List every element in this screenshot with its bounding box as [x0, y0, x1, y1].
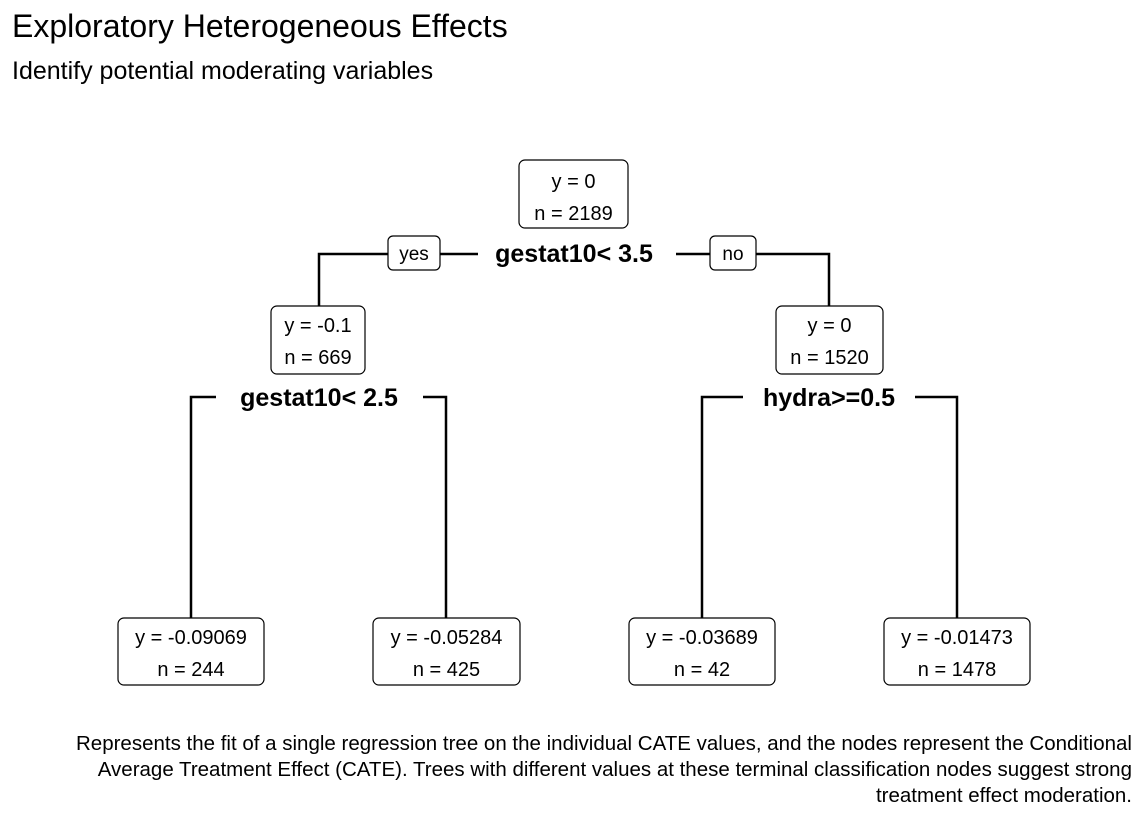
leaf-4-n: n = 1478	[918, 659, 996, 681]
node-root-n: n = 2189	[534, 203, 612, 225]
split-label-root: gestat10< 3.5	[495, 240, 653, 268]
node-root: y = 0 n = 2189	[518, 159, 629, 229]
branch-label-no: no	[709, 235, 757, 271]
split-label-left: gestat10< 2.5	[240, 384, 398, 412]
split-label-right: hydra>=0.5	[763, 384, 895, 412]
leaf-4-y: y = -0.01473	[901, 627, 1013, 649]
node-right: y = 0 n = 1520	[775, 305, 884, 375]
diagram-subtitle: Identify potential moderating variables	[12, 57, 434, 85]
node-right-n: n = 1520	[790, 347, 868, 369]
leaf-2-n: n = 425	[413, 659, 480, 681]
node-right-y: y = 0	[808, 315, 852, 337]
leaf-3-n: n = 42	[674, 659, 730, 681]
leaf-3-y: y = -0.03689	[646, 627, 758, 649]
branch-no-text: no	[722, 244, 743, 265]
node-left-n: n = 669	[284, 347, 351, 369]
edge-right-to-leaf3	[700, 395, 743, 618]
edge-left-to-leaf2	[423, 395, 448, 618]
branch-label-yes: yes	[387, 235, 441, 271]
leaf-2-y: y = -0.05284	[391, 627, 503, 649]
edge-left-to-leaf1	[189, 395, 216, 618]
node-left: y = -0.1 n = 669	[270, 305, 366, 375]
node-root-y: y = 0	[552, 171, 596, 193]
node-left-y: y = -0.1	[284, 315, 351, 337]
leaf-1-n: n = 244	[157, 659, 224, 681]
leaf-node-4: y = -0.01473 n = 1478	[883, 617, 1031, 686]
leaf-node-2: y = -0.05284 n = 425	[372, 617, 521, 686]
diagram-caption: Represents the fit of a single regressio…	[75, 732, 1132, 807]
leaf-1-y: y = -0.09069	[135, 627, 247, 649]
leaf-node-1: y = -0.09069 n = 244	[117, 617, 265, 686]
edge-right-to-leaf4	[915, 395, 959, 618]
branch-yes-text: yes	[399, 244, 429, 265]
leaf-node-3: y = -0.03689 n = 42	[628, 617, 776, 686]
diagram-title: Exploratory Heterogeneous Effects	[12, 8, 508, 44]
